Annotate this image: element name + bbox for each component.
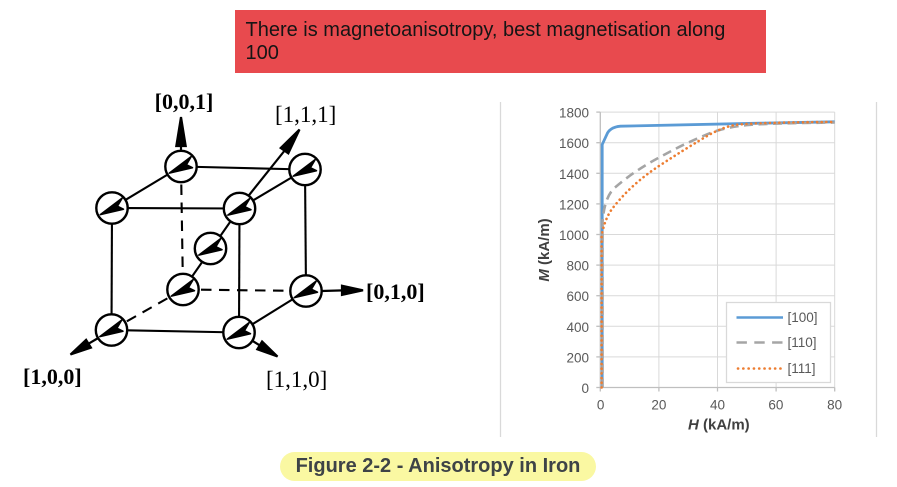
svg-text:[0,1,0]: [0,1,0]	[366, 279, 425, 304]
svg-text:[1,0,0]: [1,0,0]	[23, 364, 82, 389]
svg-text:H (kA/m): H (kA/m)	[688, 417, 750, 434]
svg-text:200: 200	[566, 350, 589, 365]
svg-text:[0,0,1]: [0,0,1]	[155, 89, 214, 114]
svg-text:80: 80	[827, 398, 842, 413]
svg-text:1200: 1200	[559, 197, 589, 212]
svg-text:400: 400	[566, 320, 589, 335]
svg-text:40: 40	[710, 398, 725, 413]
svg-text:[111]: [111]	[788, 361, 816, 376]
svg-text:0: 0	[597, 398, 605, 413]
svg-text:0: 0	[581, 381, 589, 396]
svg-text:[110]: [110]	[788, 335, 817, 350]
svg-text:600: 600	[566, 289, 589, 304]
svg-text:1800: 1800	[559, 106, 589, 121]
svg-text:20: 20	[651, 398, 666, 413]
svg-text:[1,1,1]: [1,1,1]	[275, 102, 336, 127]
svg-text:1000: 1000	[559, 228, 589, 243]
svg-text:M (kA/m): M (kA/m)	[536, 218, 553, 281]
svg-text:60: 60	[768, 398, 783, 413]
svg-text:800: 800	[566, 259, 589, 274]
svg-text:[1,1,0]: [1,1,0]	[266, 367, 327, 392]
svg-text:1400: 1400	[559, 167, 589, 182]
svg-text:1600: 1600	[559, 136, 589, 151]
svg-text:[100]: [100]	[788, 310, 818, 325]
